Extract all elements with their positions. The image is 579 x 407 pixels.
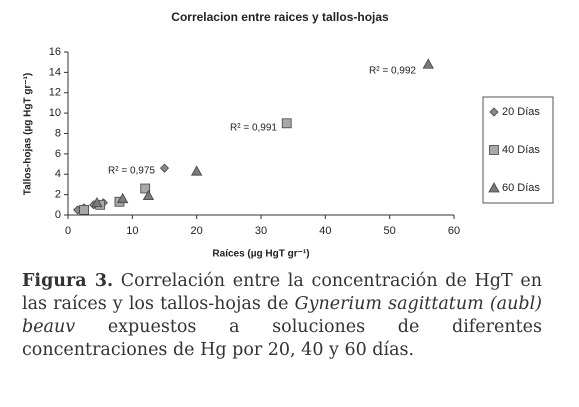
- caption-species: Gynerium sagittatum (aubl) beauv: [22, 294, 542, 337]
- annotation: R² = 0,975: [108, 166, 155, 177]
- point: [142, 189, 155, 201]
- y-tick-label: 16: [49, 46, 61, 58]
- y-tick-label: 8: [55, 127, 61, 139]
- point: [190, 165, 203, 176]
- y-tick-label: 4: [55, 168, 61, 180]
- point: [159, 163, 170, 173]
- x-axis-label: Raíces (µg HgT gr⁻¹): [212, 249, 309, 260]
- point: [117, 192, 129, 204]
- y-tick-label: 10: [49, 107, 61, 119]
- legend-marker: [488, 182, 500, 193]
- legend-label: 20 Días: [502, 106, 540, 118]
- caption-label: Figura 3.: [22, 271, 114, 291]
- legend-label: 40 Días: [502, 144, 540, 156]
- x-tick-label: 40: [319, 225, 331, 237]
- point: [422, 58, 434, 69]
- point: [281, 118, 292, 129]
- y-tick-label: 14: [49, 66, 61, 78]
- x-tick-label: 50: [384, 225, 396, 237]
- point: [79, 205, 89, 215]
- legend-marker: [489, 145, 499, 155]
- x-tick-label: 30: [255, 225, 267, 237]
- caption-text: Correlación entre la concentración de Hg…: [22, 271, 543, 314]
- y-tick-label: 6: [55, 148, 61, 160]
- x-tick-label: 20: [191, 225, 203, 237]
- point: [91, 196, 103, 208]
- legend-label: 60 Días: [502, 182, 540, 194]
- y-tick-label: 12: [49, 87, 61, 99]
- x-tick-label: 60: [448, 225, 460, 237]
- annotation: R² = 0,991: [230, 123, 277, 134]
- y-tick-label: 2: [55, 189, 61, 201]
- caption: Figura 3. Correlación entre la concentra…: [22, 270, 542, 362]
- y-axis-label: Tallos-hojas (µg HgT gr⁻¹): [23, 73, 34, 196]
- chart: Correlacion entre raices y tallos-hojas …: [23, 10, 554, 260]
- legend-box: [482, 96, 554, 204]
- annotation: R² = 0,992: [369, 66, 416, 77]
- y-tick-label: 0: [55, 209, 61, 221]
- chart-title: Correlacion entre raices y tallos-hojas: [171, 10, 389, 24]
- caption-text: expuestos a soluciones de diferentes con…: [22, 317, 542, 360]
- x-tick-label: 10: [126, 225, 138, 237]
- legend-marker: [489, 107, 499, 117]
- point: [140, 183, 151, 194]
- x-tick-label: 0: [65, 225, 71, 237]
